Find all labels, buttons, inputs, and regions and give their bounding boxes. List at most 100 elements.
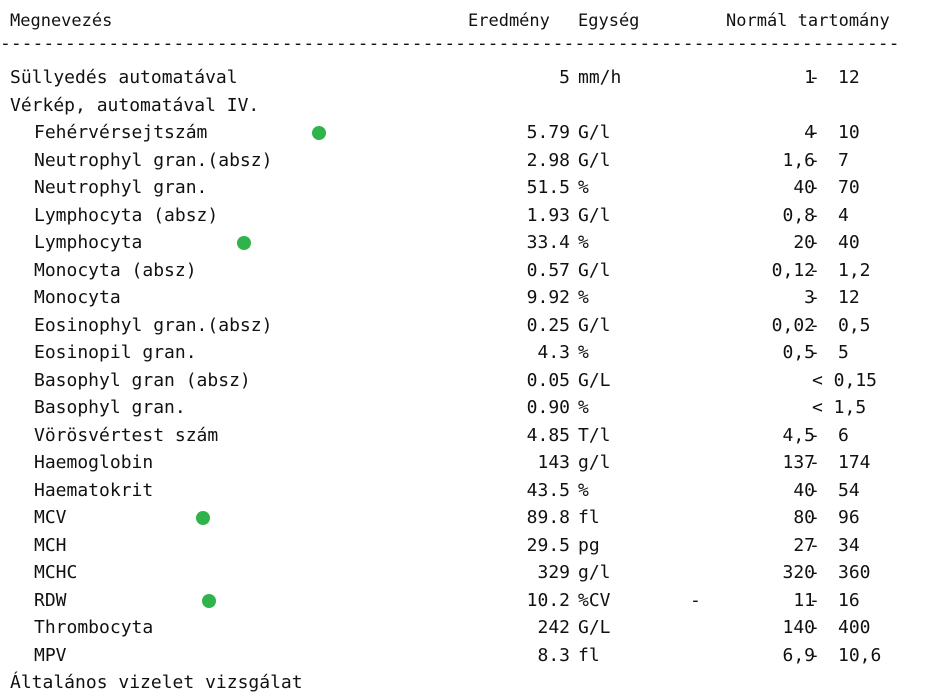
unit-label: % (578, 287, 589, 308)
range-separator: - (809, 589, 820, 611)
range-separator: - (809, 204, 820, 226)
result-value: 1.93 (526, 204, 570, 226)
table-row: Eosinopil gran. 4.3% 0,5-5 (0, 339, 936, 366)
test-name: Eosinophyl gran.(absz) (34, 314, 273, 336)
result-value: 143 (537, 452, 570, 473)
unit-label: % (578, 479, 589, 501)
range-low: 4,5 (782, 424, 815, 446)
table-row: MCV 89.8 fl 80-96 (0, 504, 936, 531)
table-row: Haemoglobin 143 g/l 137-174 (0, 449, 936, 476)
table-row: MPV 8.3 fl 6,9-10,6 (0, 642, 936, 669)
test-name: Lymphocyta (absz) (34, 204, 219, 226)
range-high: 5 (838, 342, 849, 363)
green-dot-marker (237, 236, 251, 250)
result-value: 5.79 (526, 122, 570, 143)
green-dot-marker (196, 511, 210, 525)
green-dot-marker (202, 593, 216, 608)
table-row: Thrombocyta 242 G/L 140-400 (0, 614, 936, 641)
unit-label: % (578, 342, 589, 363)
range-separator: - (809, 424, 820, 446)
test-name: Süllyedés automatával (10, 67, 238, 88)
range-separator: - (809, 342, 820, 363)
range-high: 10 (838, 122, 860, 143)
unit-label: %CV (578, 589, 611, 611)
test-name: Basophyl gran. (34, 397, 186, 418)
table-row: Neutrophyl gran. 51.5% 40-70 (0, 174, 936, 201)
unit-label: G/l (578, 259, 611, 281)
test-name: Neutrophyl gran. (34, 177, 208, 198)
table-row: Basophyl gran (absz) 0.05 G/L < 0,15 (0, 367, 936, 394)
test-name: Haemoglobin (34, 452, 154, 473)
range-separator: - (809, 644, 820, 666)
table-row: Basophyl gran. 0.90% < 1,5 (0, 394, 936, 421)
range-low: 320 (782, 562, 815, 583)
range-low: 0,02 (771, 314, 815, 336)
unit-label: g/l (578, 452, 611, 473)
range-separator: - (809, 562, 820, 583)
range-low: 40 (793, 479, 815, 501)
table-row: Lymphocyta (absz) 1.93 G/l 0,8-4 (0, 202, 936, 229)
test-name: RDW (34, 589, 67, 611)
section-row: Vérkép, automatával IV. (0, 92, 936, 119)
unit-label: pg (578, 534, 600, 556)
unit-label: fl (578, 644, 600, 666)
range-high: 1,2 (838, 259, 871, 281)
section-row: Süllyedés automatával 5 mm/h 1-12 (0, 64, 936, 91)
unit-label: % (578, 232, 589, 253)
green-dot-marker (312, 126, 326, 140)
range-limit: < 1,5 (812, 397, 867, 418)
range-low: 0,5 (782, 342, 815, 363)
header-range: Normál tartomány (726, 11, 890, 31)
table-row: Haematokrit 43.5% 40-54 (0, 477, 936, 504)
result-value: 4.3 (537, 342, 570, 363)
unit-label: T/l (578, 424, 611, 446)
unit-label: g/l (578, 562, 611, 583)
test-name: Monocyta (34, 287, 121, 308)
result-value: 8.3 (537, 644, 570, 666)
unit-label: G/L (578, 617, 611, 638)
unit-label: G/l (578, 149, 611, 171)
test-name: Thrombocyta (34, 617, 154, 638)
unit-label: fl (578, 507, 600, 528)
test-name: Eosinopil gran. (34, 342, 197, 363)
table-row: MCHC 329 g/l 320-360 (0, 559, 936, 586)
range-separator: - (809, 177, 820, 198)
unit-label: G/L (578, 369, 611, 391)
result-value: 33.4 (526, 232, 570, 253)
result-value: 29.5 (526, 534, 570, 556)
range-high: 34 (838, 534, 860, 556)
range-low: 27 (793, 534, 815, 556)
result-value: 89.8 (526, 507, 570, 528)
result-value: 10.2 (526, 589, 570, 611)
test-name: Haematokrit (34, 479, 154, 501)
abnormal-flag: - (690, 589, 701, 611)
result-value: 9.92 (526, 287, 570, 308)
range-low: 4 (804, 122, 815, 143)
test-name: Vörösvértest szám (34, 424, 219, 446)
range-high: 4 (838, 204, 849, 226)
test-name: MCV (34, 507, 67, 528)
table-row: Vörösvértest szám 4.85 T/l 4,5-6 (0, 422, 936, 449)
range-high: 40 (838, 232, 860, 253)
test-name: MCHC (34, 562, 78, 583)
range-separator: - (809, 232, 820, 253)
range-high: 12 (838, 287, 860, 308)
range-high: 0,5 (838, 314, 871, 336)
range-limit: < 0,15 (812, 369, 878, 391)
table-row: RDW 10.2 %CV -11-16 (0, 587, 936, 614)
range-low: 1 (804, 67, 815, 88)
table-row: Lymphocyta 33.4% 20-40 (0, 229, 936, 256)
result-value: 2.98 (526, 149, 570, 171)
table-row: Eosinophyl gran.(absz) 0.25 G/l 0,02-0,5 (0, 312, 936, 339)
range-low: 3 (804, 287, 815, 308)
range-low: 1,6 (782, 149, 815, 171)
header-name: Megnevezés (10, 11, 113, 31)
range-separator: - (809, 149, 820, 171)
header-unit: Egység (578, 11, 640, 31)
range-separator: - (809, 479, 820, 501)
unit-label: G/l (578, 314, 611, 336)
header-result: Eredmény (468, 11, 550, 31)
unit-label: % (578, 177, 589, 198)
range-low: 40 (793, 177, 815, 198)
range-low: 140 (782, 617, 815, 638)
